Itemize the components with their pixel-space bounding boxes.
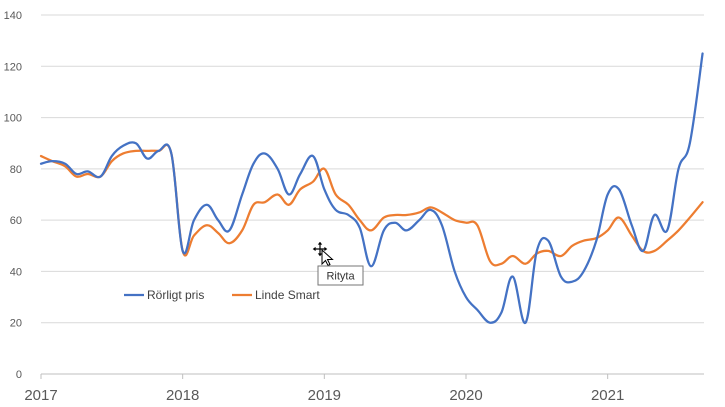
x-axis: 2017 2018 2019 2020 2021 (24, 373, 704, 404)
x-tick-label: 2018 (166, 387, 199, 404)
move-cursor-icon (311, 240, 334, 267)
tooltip-box (317, 265, 364, 286)
x-tick-label: 2020 (449, 387, 482, 404)
y-tick-label: 80 (10, 164, 22, 176)
y-tick-label: 20 (10, 318, 22, 330)
y-tick-label: 120 (4, 61, 22, 73)
pointer-arrow (321, 248, 334, 267)
y-tick-label: 140 (4, 10, 22, 22)
series-line-linde-smart (39, 143, 704, 267)
tooltip: Rityta (317, 265, 364, 286)
y-tick-label: 60 (10, 215, 22, 227)
y-axis-tick-labels: 0 20 40 60 80 100 120 140 (4, 10, 22, 381)
move-arrows (311, 240, 329, 258)
series-lines (39, 52, 704, 324)
legend-label: Linde Smart (255, 288, 320, 302)
gridlines (41, 14, 704, 324)
y-tick-label: 40 (10, 266, 22, 278)
x-tick-label: 2017 (24, 387, 57, 404)
x-tick-label: 2021 (591, 387, 624, 404)
y-tick-label: 100 (4, 113, 22, 125)
tooltip-label: Rityta (326, 271, 355, 283)
y-tick-label: 0 (16, 369, 22, 381)
legend-label: Rörligt pris (147, 288, 204, 302)
series-line-rorligt-pris (39, 52, 704, 324)
legend: Rörligt pris Linde Smart (124, 288, 320, 302)
x-tick-label: 2019 (308, 387, 341, 404)
